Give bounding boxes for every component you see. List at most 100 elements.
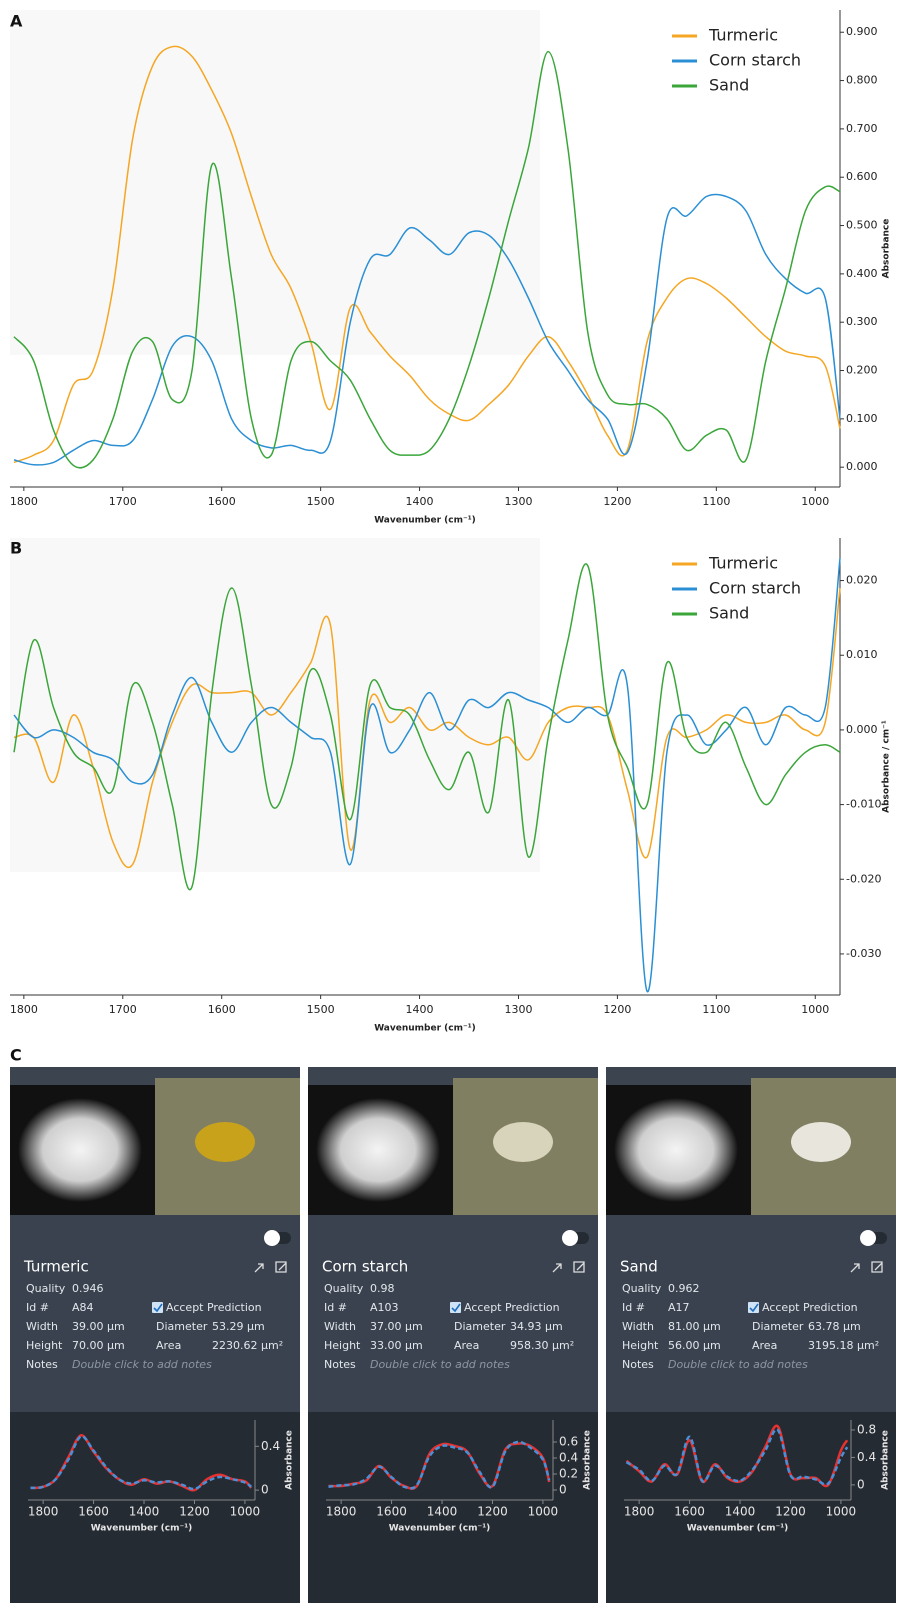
card-field: 0.98 (370, 1282, 395, 1295)
x-tick-label: 1300 (504, 495, 532, 508)
legend-label: Corn starch (709, 579, 801, 598)
y-tick-label: 0.200 (846, 364, 878, 377)
x-tick-label: 1400 (725, 1505, 756, 1519)
card-field: Id # (324, 1301, 347, 1314)
card-field: 34.93 µm (510, 1320, 563, 1333)
card-field: Id # (26, 1301, 49, 1314)
x-tick-label: 1100 (702, 495, 730, 508)
card-field: Quality (324, 1282, 364, 1295)
toggle-knob[interactable] (264, 1230, 280, 1246)
card-field: Width (324, 1320, 356, 1333)
y-tick-label: 0.000 (846, 723, 878, 736)
card-field: Width (622, 1320, 654, 1333)
card-field: Area (752, 1339, 777, 1352)
x-tick-label: 1400 (406, 1003, 434, 1016)
y-tick-label: 0.100 (846, 412, 878, 425)
toggle-knob[interactable] (860, 1230, 876, 1246)
card-field: Area (454, 1339, 479, 1352)
toggle-knob[interactable] (562, 1230, 578, 1246)
x-tick-label: 1600 (208, 495, 236, 508)
x-tick-label: 1000 (801, 495, 829, 508)
x-tick-label: 1000 (528, 1505, 559, 1519)
y-tick-label: 0.4 (559, 1451, 578, 1465)
particle-blob (316, 1098, 440, 1202)
card-field: Double click to add notes (370, 1358, 510, 1371)
y-axis-label: Absorbance / cm⁻¹ (882, 720, 892, 813)
y-tick-label: 0.700 (846, 122, 878, 135)
x-tick-label: 1100 (702, 1003, 730, 1016)
x-tick-label: 1000 (230, 1505, 261, 1519)
card-field: 37.00 µm (370, 1320, 423, 1333)
legend-label: Sand (709, 76, 749, 95)
card-field: 3195.18 µm² (808, 1339, 879, 1352)
panel-label: B (10, 539, 22, 558)
plot-shade (10, 538, 540, 872)
x-tick-label: 1600 (376, 1505, 407, 1519)
card-field: 70.00 µm (72, 1339, 125, 1352)
card-field: Accept Prediction (762, 1301, 858, 1314)
panel-label: A (10, 12, 23, 31)
card-field: 56.00 µm (668, 1339, 721, 1352)
y-tick-label: 0.300 (846, 315, 878, 328)
legend-label: Corn starch (709, 51, 801, 70)
x-tick-label: 1700 (109, 1003, 137, 1016)
card-title: Turmeric (23, 1258, 89, 1276)
y-tick-label: 0.020 (846, 574, 878, 587)
card-field: Accept Prediction (464, 1301, 560, 1314)
particle-blob (614, 1098, 738, 1202)
card-field: 39.00 µm (72, 1320, 125, 1333)
card-field: Height (324, 1339, 361, 1352)
page: A B C 1800 1700 1600 1500 1400 1300 1200 1100 10… (0, 0, 914, 1603)
card-field: Accept Prediction (166, 1301, 262, 1314)
card-field: Notes (324, 1358, 356, 1371)
figure: A B C 1800 1700 1600 1500 1400 1300 1200 1100 10… (0, 0, 914, 1603)
card-title: Corn starch (322, 1258, 408, 1276)
card-field: Diameter (454, 1320, 506, 1333)
card-field: Diameter (156, 1320, 208, 1333)
x-tick-label: 1500 (307, 1003, 335, 1016)
x-tick-label: 1500 (307, 495, 335, 508)
y-tick-label: 0.900 (846, 25, 878, 38)
card-field: A103 (370, 1301, 399, 1314)
y-tick-label: -0.010 (846, 798, 881, 811)
particle-photo-blob (493, 1122, 553, 1162)
x-axis-label: Wavenumber (cm⁻¹) (389, 1524, 491, 1534)
card-field: Id # (622, 1301, 645, 1314)
x-tick-label: 1300 (504, 1003, 532, 1016)
card-field: Height (622, 1339, 659, 1352)
x-tick-label: 1400 (406, 495, 434, 508)
y-tick-label: 0.4 (261, 1439, 280, 1453)
x-axis-label: Wavenumber (cm⁻¹) (374, 1024, 476, 1034)
card-field: 33.00 µm (370, 1339, 423, 1352)
card-field: Double click to add notes (72, 1358, 212, 1371)
card-field: A84 (72, 1301, 94, 1314)
y-tick-label: 0 (559, 1483, 567, 1497)
y-tick-label: 0.8 (857, 1422, 876, 1436)
y-tick-label: 0 (261, 1483, 269, 1497)
particle-blob (18, 1098, 142, 1202)
x-tick-label: 1700 (109, 495, 137, 508)
plot-shade (10, 10, 540, 355)
x-tick-label: 1600 (78, 1505, 109, 1519)
x-tick-label: 1200 (775, 1505, 806, 1519)
x-tick-label: 1800 (10, 1003, 38, 1016)
particle-photo-blob (791, 1122, 851, 1162)
panel-label: C (10, 1046, 22, 1065)
y-tick-label: 0.500 (846, 219, 878, 232)
x-axis-label: Wavenumber (cm⁻¹) (374, 516, 476, 526)
x-tick-label: 1000 (826, 1505, 857, 1519)
card-field: Area (156, 1339, 181, 1352)
x-tick-label: 1600 (208, 1003, 236, 1016)
particle-photo-blob (195, 1122, 255, 1162)
card-field: Quality (622, 1282, 662, 1295)
legend-label: Turmeric (708, 554, 778, 573)
card-field: 958.30 µm² (510, 1339, 574, 1352)
card-field: 63.78 µm (808, 1320, 861, 1333)
y-tick-label: -0.030 (846, 947, 881, 960)
x-tick-label: 1800 (326, 1505, 357, 1519)
y-tick-label: -0.020 (846, 872, 881, 885)
x-tick-label: 1200 (603, 1003, 631, 1016)
card-field: 2230.62 µm² (212, 1339, 283, 1352)
card-field: A17 (668, 1301, 690, 1314)
legend-label: Turmeric (708, 26, 778, 45)
